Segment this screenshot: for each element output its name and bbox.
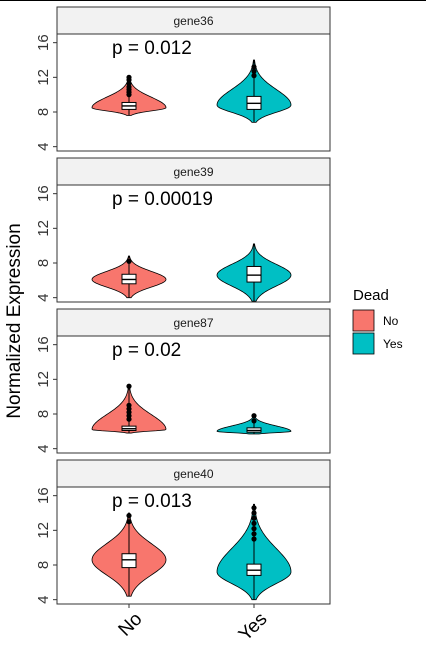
outlier-point	[251, 73, 257, 79]
outlier-point	[251, 510, 257, 516]
y-tick-label: 12	[35, 220, 52, 237]
outlier-point	[251, 515, 257, 521]
facet-strip	[56, 157, 331, 186]
p-value-label: p = 0.00019	[112, 189, 213, 210]
y-axis-label: Normalized Expression	[4, 223, 25, 418]
panel-frame	[56, 486, 331, 605]
outlier-point	[251, 505, 257, 511]
y-tick-label: 8	[35, 259, 52, 267]
outlier-point	[251, 536, 257, 542]
violin-yes	[216, 413, 292, 435]
outlier-point	[251, 520, 257, 527]
outlier-point	[251, 526, 257, 532]
outlier-point	[126, 74, 132, 80]
facet-strip	[56, 308, 331, 337]
violin-yes	[216, 243, 292, 302]
panels-group: gene36 4 8 12 16 p = 0.012 gene39 4 8 12 16 p = 0.0…	[0, 0, 426, 605]
y-tick-label: 12	[35, 371, 52, 388]
facet-label: gene39	[173, 165, 213, 179]
y-tick-label: 16	[35, 185, 52, 202]
outlier-point	[126, 402, 132, 408]
outlier-point	[126, 513, 132, 519]
panel-gene40: gene40 4 8 12 16 p = 0.013	[35, 459, 331, 605]
y-tick-label: 8	[35, 108, 52, 116]
x-axis: No Yes	[115, 604, 272, 645]
y-tick-label: 8	[35, 561, 52, 569]
violin-yes	[216, 59, 292, 123]
y-tick-label: 16	[35, 487, 52, 504]
x-tick-label: Yes	[235, 609, 272, 646]
legend-label: Yes	[383, 337, 403, 351]
legend-title: Dead	[353, 287, 389, 304]
y-tick-label: 16	[35, 34, 52, 51]
legend: Dead No Yes	[352, 287, 403, 355]
y-tick-label: 4	[35, 444, 52, 452]
box-iqr	[246, 265, 262, 283]
p-value-label: p = 0.02	[112, 340, 181, 361]
y-tick-label: 12	[35, 522, 52, 539]
outlier-point	[251, 64, 257, 70]
legend-label: No	[383, 314, 399, 328]
violin-no	[91, 255, 167, 299]
y-tick-label: 12	[35, 69, 52, 86]
x-tick-label: No	[115, 609, 147, 641]
legend-swatch	[352, 309, 375, 332]
facet-strip	[56, 459, 331, 488]
violin-no	[91, 383, 167, 434]
y-tick-label: 4	[35, 595, 52, 603]
panel-frame	[56, 33, 331, 152]
panel-gene39: gene39 4 8 12 16 p = 0.00019	[35, 157, 331, 303]
panel-gene87: gene87 4 8 12 16 p = 0.02	[35, 308, 331, 454]
outlier-point	[251, 68, 257, 74]
y-tick-label: 4	[35, 142, 52, 150]
outlier-point	[251, 413, 257, 419]
y-tick-label: 4	[35, 293, 52, 301]
panel-gene36: gene36 4 8 12 16 p = 0.012	[35, 6, 331, 152]
violin-no	[91, 74, 167, 116]
facet-label: gene36	[173, 14, 213, 28]
panel-frame	[56, 335, 331, 454]
outlier-point	[251, 418, 257, 424]
facet-label: gene40	[173, 467, 213, 481]
outlier-point	[126, 258, 132, 264]
legend-swatch	[352, 332, 375, 355]
outlier-point	[126, 383, 132, 389]
violin-yes	[216, 503, 292, 601]
facet-label: gene87	[173, 316, 213, 330]
y-tick-label: 16	[35, 336, 52, 353]
y-tick-label: 8	[35, 410, 52, 418]
outlier-point	[251, 531, 257, 537]
p-value-label: p = 0.012	[112, 38, 192, 59]
violin-no	[91, 512, 167, 597]
box-iqr	[121, 553, 137, 569]
outlier-point	[126, 519, 132, 525]
p-value-label: p = 0.013	[112, 491, 192, 512]
